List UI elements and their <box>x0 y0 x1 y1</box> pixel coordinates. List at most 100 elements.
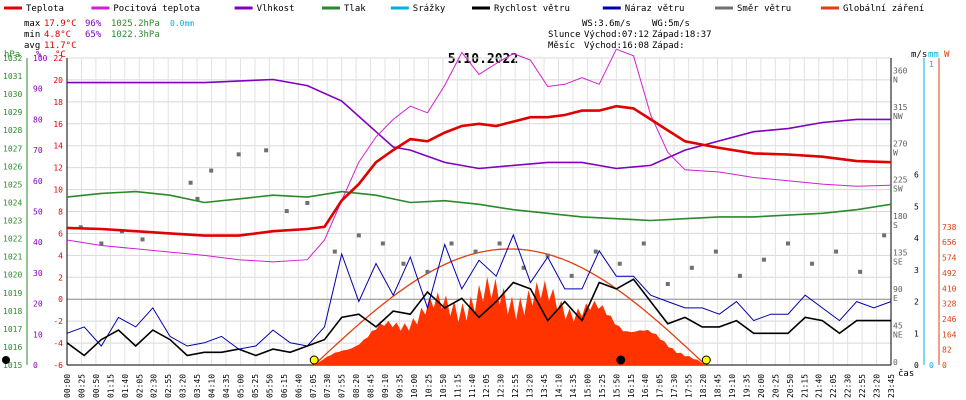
x-tick-label: 23:20 <box>873 374 882 398</box>
info-moon-label: Měsíc <box>548 41 575 51</box>
legend-label: Tlak <box>344 4 366 14</box>
x-axis-label: čas <box>898 368 914 379</box>
pct-tick-label: 60 <box>33 177 43 186</box>
pct-tick-label: 50 <box>33 208 43 217</box>
stats-min-temp: 4.8°C <box>44 30 71 40</box>
hpa-tick-label: 1022 <box>3 235 22 244</box>
dir-tick-label: W <box>893 148 898 157</box>
x-tick-label: 19:35 <box>742 374 751 398</box>
c-tick-label: 6 <box>58 229 63 238</box>
pct-tick-label: 20 <box>33 300 43 309</box>
c-tick-label: 10 <box>53 186 63 195</box>
x-tick-label: 20:25 <box>771 374 780 398</box>
info-wg: WG:5m/s <box>652 19 690 29</box>
c-tick-label: 12 <box>53 164 63 173</box>
wind-dir-mark <box>545 253 550 258</box>
legend-label: Náraz větru <box>625 4 685 14</box>
x-tick-label: 07:05 <box>309 374 318 398</box>
legend-label: Teplota <box>26 4 64 14</box>
x-tick-label: 04:10 <box>208 374 217 398</box>
ms-tick-label: 0 <box>914 361 919 370</box>
wind-dir-mark <box>356 233 361 238</box>
dir-tick-label: NW <box>893 112 903 121</box>
x-tick-label: 03:45 <box>193 374 202 398</box>
legend-label: Globální záření <box>843 4 924 14</box>
hpa-tick-label: 1024 <box>3 198 22 207</box>
wind-dir-mark <box>689 265 694 270</box>
x-tick-label: 17:30 <box>670 374 679 398</box>
x-tick-label: 15:50 <box>612 374 621 398</box>
legend-label: Vlhkost <box>257 4 295 14</box>
legend-label: Pocitová teplota <box>113 4 200 14</box>
c-tick-label: -6 <box>53 361 63 370</box>
x-tick-label: 05:25 <box>251 374 260 398</box>
right-unit-label: mm <box>928 50 939 60</box>
info-moon-set: Západ: <box>652 41 685 51</box>
wind-dir-mark <box>195 196 200 201</box>
c-tick-label: 8 <box>58 208 63 217</box>
x-tick-label: 01:15 <box>106 374 115 398</box>
wind-dir-mark <box>834 249 839 254</box>
x-tick-label: 00:50 <box>92 374 101 398</box>
wind-dir-mark <box>569 273 574 278</box>
x-tick-label: 09:10 <box>381 374 390 398</box>
w-tick-label: 82 <box>942 346 952 355</box>
info-sun-set: Západ:18:37 <box>652 30 712 40</box>
x-tick-label: 17:55 <box>685 374 694 398</box>
left-unit-label: % <box>36 50 42 60</box>
hpa-tick-label: 1015 <box>3 361 22 370</box>
x-tick-label: 01:40 <box>121 374 130 398</box>
pct-tick-label: 40 <box>33 238 43 247</box>
wind-dir-mark <box>332 249 337 254</box>
x-tick-label: 11:15 <box>453 374 462 398</box>
w-tick-label: 0 <box>942 361 947 370</box>
wind-dir-mark <box>665 281 670 286</box>
wind-speed-line <box>66 278 891 357</box>
clear-sky-curve <box>313 248 707 366</box>
dir-tick-deg: 270 <box>893 139 908 148</box>
w-tick-label: 492 <box>942 269 957 278</box>
x-tick-label: 05:00 <box>236 374 245 398</box>
wind-dir-mark <box>810 261 815 266</box>
pct-tick-label: 100 <box>33 54 48 63</box>
hpa-tick-label: 1016 <box>3 343 22 352</box>
ms-tick-label: 1 <box>914 329 919 338</box>
wind-dir-mark <box>209 168 214 173</box>
wind-dir-mark <box>449 241 454 246</box>
x-tick-label: 12:55 <box>511 374 520 398</box>
wind-dir-mark <box>617 261 622 266</box>
x-tick-label: 13:45 <box>540 374 549 398</box>
x-tick-label: 00:25 <box>77 374 86 398</box>
c-tick-label: -4 <box>53 339 63 348</box>
legend-label: Rychlost větru <box>494 4 570 14</box>
pct-tick-label: 80 <box>33 115 43 124</box>
x-tick-label: 06:15 <box>280 374 289 398</box>
ms-tick-label: 6 <box>914 171 919 180</box>
wind-dir-mark <box>497 241 502 246</box>
x-tick-label: 12:05 <box>482 374 491 398</box>
wind-dir-mark <box>761 257 766 262</box>
wind-dir-mark <box>380 241 385 246</box>
sunrise-marker <box>309 355 319 365</box>
stats-max-rain: 0.0mm <box>170 19 194 28</box>
hpa-tick-label: 1018 <box>3 307 22 316</box>
pct-tick-label: 70 <box>33 146 43 155</box>
x-tick-label: 20:00 <box>757 374 766 398</box>
ms-tick-label: 2 <box>914 298 919 307</box>
hpa-tick-label: 1025 <box>3 180 22 189</box>
x-tick-label: 21:15 <box>800 374 809 398</box>
temperature-line <box>66 104 892 237</box>
wind-dir-mark <box>188 180 193 185</box>
w-tick-label: 656 <box>942 238 957 247</box>
x-tick-label: 07:30 <box>323 374 332 398</box>
left-unit-label: hPa <box>4 50 20 60</box>
x-tick-label: 15:00 <box>583 374 592 398</box>
pct-tick-label: 90 <box>33 85 43 94</box>
x-tick-label: 22:30 <box>844 374 853 398</box>
dir-tick-label: N <box>893 75 898 84</box>
x-tick-label: 21:40 <box>815 374 824 398</box>
c-tick-label: 14 <box>53 142 63 151</box>
c-tick-label: 18 <box>53 98 63 107</box>
dir-tick-label: S <box>893 221 898 230</box>
